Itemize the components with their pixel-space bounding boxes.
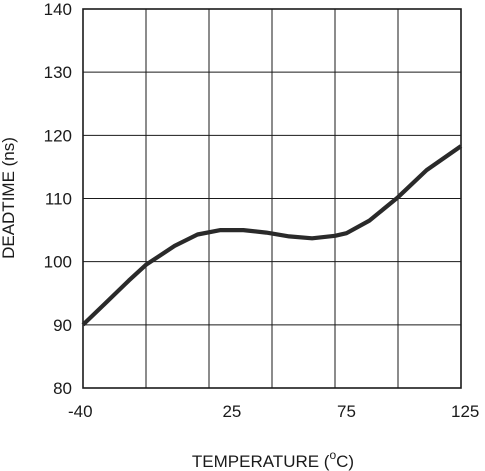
y-tick-label: 80 (53, 379, 72, 398)
y-tick-label: 140 (44, 0, 72, 19)
plot-frame (82, 8, 462, 389)
x-tick-label: 125 (451, 402, 479, 421)
deadtime-curve (81, 144, 463, 327)
y-axis-title: DEADTIME (ns) (0, 137, 18, 259)
x-tick-label: 25 (222, 402, 241, 421)
y-tick-label: 90 (53, 316, 72, 335)
y-tick-label: 120 (44, 126, 72, 145)
x-axis-title-superscript: o (329, 448, 336, 462)
x-tick-label: -40 (68, 402, 93, 421)
x-axis-title-main: TEMPERATURE ( (192, 452, 330, 471)
x-tick-label: 75 (337, 402, 356, 421)
y-axis-ticks: 80 90 100 110 120 130 140 (44, 0, 72, 398)
x-axis-title: TEMPERATURE (oC) (192, 448, 354, 471)
y-tick-label: 110 (45, 190, 72, 209)
y-tick-label: 100 (44, 253, 72, 272)
y-tick-label: 130 (44, 63, 72, 82)
grid (82, 8, 462, 389)
series-layer (81, 144, 463, 327)
x-axis-ticks: -40 25 75 125 (68, 402, 479, 421)
x-axis-title-tail: C) (336, 452, 354, 471)
